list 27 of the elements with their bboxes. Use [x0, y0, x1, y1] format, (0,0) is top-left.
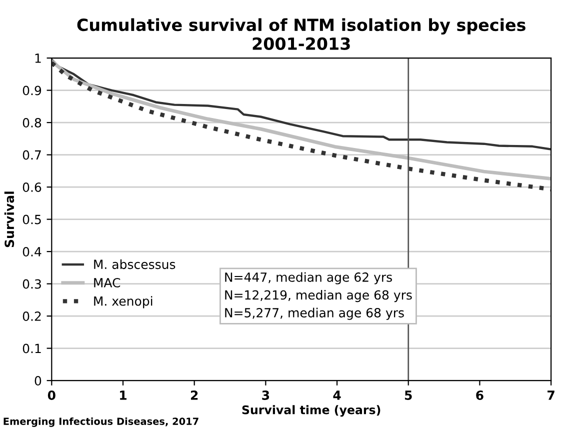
y-tick-label: 0.1 — [22, 344, 41, 354]
y-tick-label: 0.7 — [22, 150, 41, 160]
y-tick-label: 0.6 — [22, 182, 42, 192]
chart-title: Cumulative survival of NTM isolation by species 2001-2013 — [77, 18, 526, 50]
x-tick-label: 1 — [120, 390, 126, 400]
y-axis-title: Survival — [4, 192, 14, 248]
annotation: N=447, median age 62 yrs N=12,219, median age 68 yrs N=5,277, median age 68 yrs — [225, 272, 412, 320]
y-tick-label: 0.4 — [22, 247, 42, 256]
legend-label: M. abscessus — [94, 259, 176, 270]
x-tick-label: 4 — [333, 390, 341, 400]
x-tick-label: 3 — [262, 390, 270, 400]
x-tick-label: 6 — [476, 390, 484, 400]
y-tick-label: 0.3 — [22, 279, 41, 289]
x-tick-label: 2 — [190, 390, 198, 400]
x-tick-label: 5 — [404, 390, 412, 400]
x-axis-title: Survival time (years) — [242, 405, 380, 417]
y-tick-label: 0.2 — [22, 312, 41, 321]
legend-label: M. xenopi — [94, 296, 152, 308]
legend-label: MAC — [94, 278, 120, 288]
y-tick-label: 0.5 — [22, 214, 41, 224]
y-tick-label: 0.8 — [22, 118, 42, 128]
y-tick-label: 1 — [35, 54, 41, 63]
text: Emerging Infectious Diseases, 2017 — [4, 417, 198, 427]
y-tick-label: 0.9 — [22, 86, 42, 96]
x-tick-label: 0 — [48, 390, 56, 400]
y-tick-label: 0 — [34, 376, 42, 386]
x-tick-label: 7 — [548, 390, 554, 400]
